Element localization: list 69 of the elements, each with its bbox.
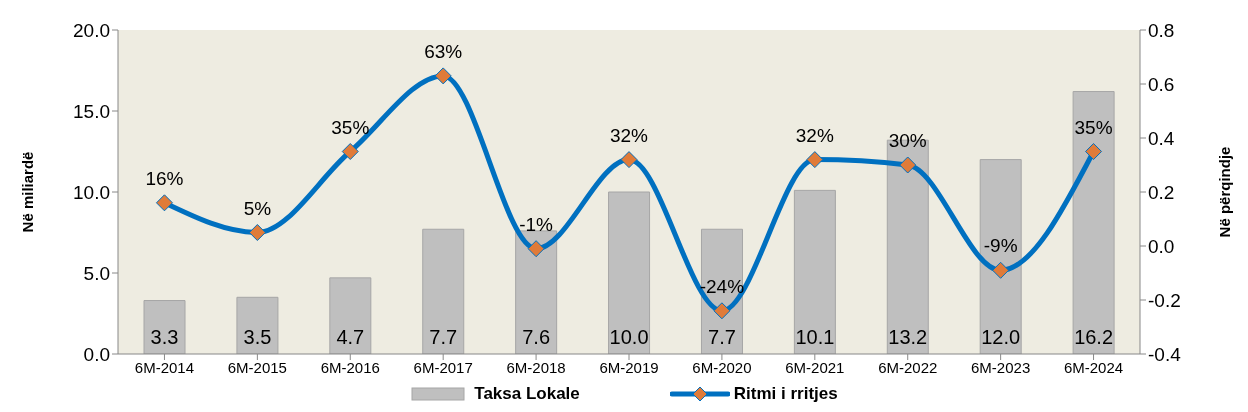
- data-label: 5%: [243, 197, 272, 219]
- data-label: 63%: [424, 40, 463, 62]
- bar: [329, 277, 372, 354]
- bar: [1072, 91, 1115, 354]
- x-tick-label: 6M-2014: [134, 358, 195, 376]
- point: [713, 302, 731, 320]
- data-label: 10.0: [609, 326, 649, 348]
- point: [992, 261, 1010, 279]
- x-tick-label: 6M-2015: [227, 358, 287, 376]
- y-axis-title: Në miliardë: [19, 151, 37, 233]
- point: [620, 151, 638, 169]
- data-label: 16.2: [1074, 326, 1114, 348]
- y2-tick-label: -0.2: [1148, 289, 1181, 311]
- data-label: -24%: [699, 275, 745, 297]
- data-label: 10.1: [795, 326, 835, 348]
- data-label: 32%: [609, 124, 649, 146]
- data-label: 7.6: [522, 326, 551, 348]
- y2-tick-label: 0.2: [1148, 181, 1175, 203]
- x-tick-label: 6M-2016: [320, 358, 380, 376]
- point: [341, 143, 359, 160]
- data-label: -9%: [983, 235, 1018, 257]
- x-tick-label: 6M-2021: [785, 358, 845, 376]
- data-label: 13.2: [888, 326, 928, 348]
- point: [899, 156, 917, 174]
- data-label: -1%: [519, 213, 554, 235]
- bar: [793, 189, 836, 354]
- x-tick-label: 6M-2023: [971, 358, 1031, 376]
- data-label: 30%: [888, 130, 927, 151]
- y2-axis-title: Në përqindje: [1216, 146, 1234, 238]
- legend-label: Ritmi i rritjes: [732, 384, 838, 404]
- x-tick-label: 6M-2018: [506, 358, 566, 376]
- bar: [236, 296, 279, 354]
- x-tick-label: 6M-2017: [413, 358, 473, 376]
- y-tick-label: 0.0: [83, 343, 110, 365]
- data-label: 35%: [1074, 116, 1113, 138]
- data-label: 3.3: [150, 326, 179, 348]
- bar: [422, 228, 465, 354]
- y2-tick-label: 0.8: [1148, 19, 1175, 41]
- point: [806, 151, 824, 169]
- y2-tick-label: 0.4: [1148, 127, 1175, 149]
- bar: [515, 230, 558, 354]
- y2-tick-label: -0.4: [1148, 343, 1182, 365]
- data-label: 4.7: [336, 326, 365, 348]
- x-tick-label: 6M-2020: [692, 358, 752, 376]
- x-tick-label: 6M-2019: [599, 358, 659, 376]
- y2-tick-label: 0.6: [1148, 73, 1175, 95]
- data-label: 12.0: [981, 326, 1021, 348]
- legend-label: Taksa Lokale: [473, 384, 580, 404]
- data-label: 7.7: [429, 326, 458, 348]
- data-label: 35%: [331, 116, 370, 138]
- point: [1085, 143, 1103, 160]
- y2-tick-label: 0.0: [1148, 235, 1175, 257]
- point: [527, 240, 545, 258]
- point: [248, 224, 266, 241]
- data-label: 32%: [795, 124, 834, 146]
- point: [434, 67, 452, 85]
- y-tick-label: 20.0: [73, 19, 110, 41]
- y-tick-label: 10.0: [73, 181, 110, 203]
- y-tick-label: 5.0: [83, 262, 110, 284]
- data-label: 3.5: [243, 326, 272, 348]
- data-label: 16%: [145, 167, 184, 189]
- bar: [608, 191, 651, 354]
- y-tick-label: 15.0: [73, 100, 110, 122]
- point: [155, 194, 173, 212]
- x-tick-label: 6M-2022: [878, 358, 938, 376]
- x-tick-label: 6M-2024: [1063, 358, 1124, 376]
- bar: [143, 300, 186, 354]
- bar: [979, 159, 1022, 354]
- data-label: 7.7: [708, 326, 736, 348]
